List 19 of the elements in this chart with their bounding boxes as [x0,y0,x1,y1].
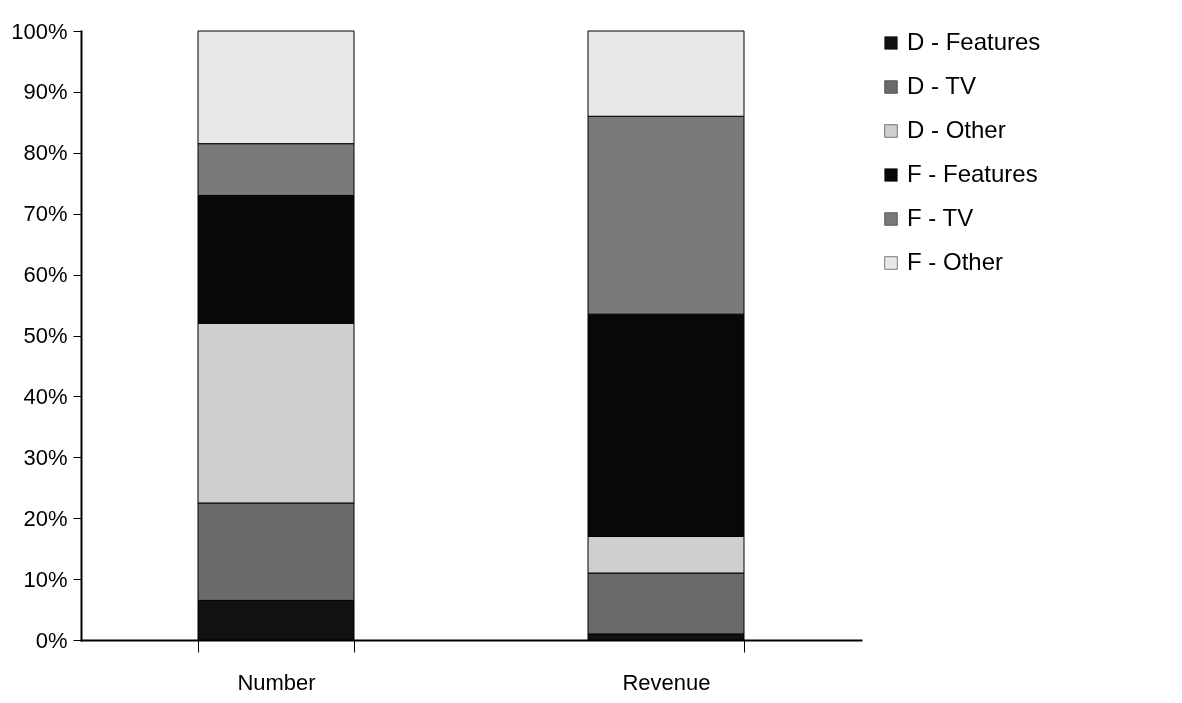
y-tick-label: 10% [23,566,68,592]
y-tick-label: 30% [23,444,68,470]
y-tick-label: 20% [23,505,68,531]
legend-label: D - Features [907,28,1041,55]
y-tick-label: 70% [23,201,68,227]
y-tick-label: 40% [23,383,68,409]
legend-label: F - Other [907,248,1004,275]
y-tick-label: 100% [11,18,68,44]
legend-label: F - Features [907,160,1038,187]
legend-label: D - Other [907,116,1006,143]
x-tick-label: Revenue [622,669,711,695]
y-tick-label: 0% [35,627,68,653]
y-tick-label: 80% [23,140,68,166]
legend-label: F - TV [907,204,974,231]
y-tick-label: 90% [23,79,68,105]
x-tick-label: Number [237,669,316,695]
y-tick-label: 60% [23,262,68,288]
legend-label: D - TV [907,72,976,99]
y-tick-label: 50% [23,323,68,348]
